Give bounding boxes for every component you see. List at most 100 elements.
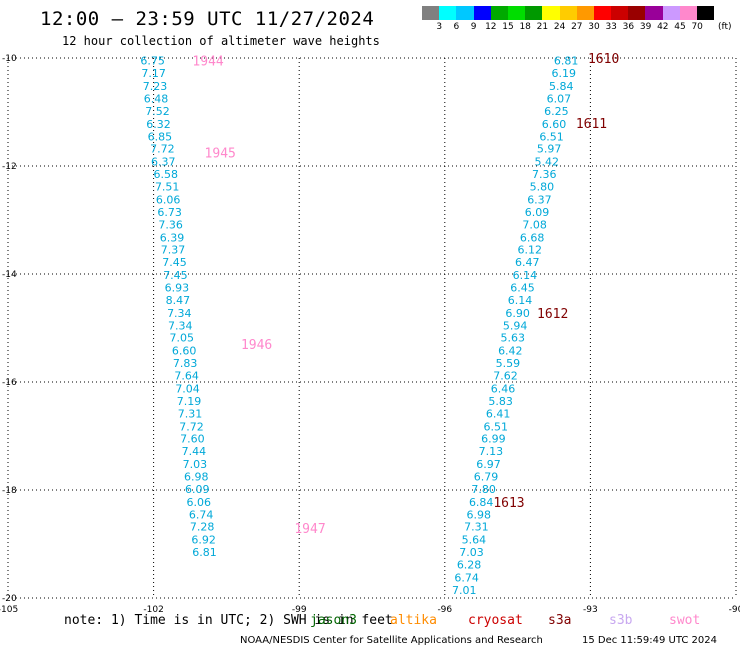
wave-height-value: 5.94 [503, 319, 528, 332]
wave-height-value: 5.80 [530, 181, 555, 194]
wave-height-value: 6.07 [547, 93, 572, 106]
color-swatch [628, 6, 646, 20]
wave-height-value: 7.23 [143, 80, 168, 93]
pass-time-label: 1610 [588, 52, 619, 67]
x-tick-label: -90 [729, 605, 740, 615]
credit-line: NOAA/NESDIS Center for Satellite Applica… [240, 635, 543, 646]
color-scale-tick: 33 [605, 22, 617, 32]
pass-time-label: 1612 [537, 307, 568, 322]
color-swatch [525, 6, 543, 20]
wave-height-value: 6.48 [144, 93, 169, 106]
wave-height-value: 6.37 [527, 193, 552, 206]
wave-height-value: 6.06 [156, 193, 181, 206]
x-tick-label: -102 [143, 605, 163, 615]
x-tick-label: -96 [437, 605, 452, 615]
wave-height-value: 6.74 [454, 571, 479, 584]
satellite-legend-s3b: s3b [609, 613, 633, 628]
color-scale-labels: (ft) 3 6 9 12 15 18 21 24 27 30 33 36 39 42 45 70 [422, 22, 738, 34]
y-tick-label: -18 [2, 486, 17, 496]
color-swatch [662, 6, 680, 20]
footer-note: note: 1) Time is in UTC; 2) SWH is in fe… [64, 613, 393, 628]
wave-height-value: 6.47 [515, 256, 540, 269]
pass-time-label: 1945 [205, 147, 236, 162]
wave-height-value: 6.68 [520, 231, 545, 244]
wave-height-value: 6.93 [165, 282, 190, 295]
y-tick-label: -14 [2, 270, 17, 280]
wave-height-value: 7.17 [141, 67, 166, 80]
pass-time-label: 1944 [192, 55, 223, 70]
wave-height-value: 6.75 [140, 55, 165, 68]
wave-height-value: 5.42 [534, 156, 559, 169]
color-swatch [697, 6, 715, 20]
color-swatch [490, 6, 508, 20]
wave-height-value: 7.45 [163, 269, 188, 282]
color-scale-tick: 12 [485, 22, 497, 32]
color-swatch [645, 6, 663, 20]
wave-height-value: 7.52 [145, 105, 170, 118]
wave-height-value: 7.03 [183, 458, 208, 471]
wave-height-value: 7.08 [522, 218, 547, 231]
wave-height-value: 6.97 [476, 458, 501, 471]
wave-height-value: 5.63 [500, 332, 525, 345]
wave-height-value: 5.64 [462, 534, 487, 547]
color-swatch [611, 6, 629, 20]
color-scale-unit: (ft) [718, 22, 732, 32]
wave-height-value: 6.14 [508, 294, 533, 307]
wave-height-value: 6.90 [505, 307, 530, 320]
wave-height-value: 7.72 [150, 143, 175, 156]
wave-height-value: 6.99 [481, 433, 506, 446]
pass-time-label: 1611 [576, 117, 607, 132]
color-scale-tick: 39 [639, 22, 652, 32]
wave-height-value: 6.46 [491, 382, 516, 395]
wave-height-value: 7.60 [180, 433, 205, 446]
x-tick-label: -105 [0, 605, 18, 615]
wave-height-value: 6.74 [189, 508, 214, 521]
wave-height-value: 7.13 [479, 445, 504, 458]
wave-height-value: 6.84 [469, 496, 494, 509]
wave-height-value: 7.34 [167, 307, 192, 320]
y-tick-label: -10 [2, 54, 17, 64]
color-swatch [456, 6, 474, 20]
wave-height-value: 6.45 [510, 282, 535, 295]
wave-height-value: 6.60 [172, 345, 197, 358]
wave-height-value: 7.31 [178, 407, 203, 420]
color-swatch [542, 6, 560, 20]
wave-height-value: 6.09 [185, 483, 210, 496]
color-swatch [593, 6, 612, 20]
wave-height-value: 6.32 [146, 118, 171, 131]
wave-height-value: 7.36 [532, 168, 557, 181]
wave-height-value: 8.47 [166, 294, 191, 307]
satellite-legend-swot: swot [669, 613, 701, 628]
wave-height-value: 6.28 [457, 559, 482, 572]
color-swatch [422, 6, 440, 20]
wave-height-value: 6.51 [539, 130, 564, 143]
wave-height-value: 6.12 [517, 244, 542, 257]
color-scale-tick: 3 [436, 22, 443, 32]
color-scale-tick: 70 [691, 22, 703, 32]
color-scale-tick: 24 [553, 22, 566, 32]
wave-height-value: 7.19 [177, 395, 202, 408]
color-scale-bar [422, 6, 715, 20]
y-tick-label: -20 [2, 594, 17, 604]
color-swatch [679, 6, 697, 20]
color-swatch [507, 6, 526, 20]
wave-height-value: 6.92 [191, 534, 216, 547]
wave-height-value: 6.39 [160, 231, 185, 244]
color-swatch [559, 6, 577, 20]
y-tick-label: -12 [2, 162, 17, 172]
wave-height-value: 5.59 [496, 357, 521, 370]
wave-height-value: 7.80 [471, 483, 496, 496]
y-tick-label: -16 [2, 378, 17, 388]
color-scale-tick: 45 [674, 22, 686, 32]
wave-height-value: 6.14 [513, 269, 538, 282]
wave-height-value: 6.51 [484, 420, 509, 433]
wave-height-value: 6.42 [498, 345, 523, 358]
color-scale-tick: 6 [453, 22, 460, 32]
wave-height-value: 6.06 [186, 496, 211, 509]
wave-height-value: 6.79 [474, 471, 499, 484]
satellite-legend-s3a: s3a [548, 613, 572, 628]
satellite-legend-cryosat: cryosat [468, 613, 523, 628]
wave-height-value: 7.37 [161, 244, 186, 257]
satellite-legend-jason3: jason3 [310, 613, 357, 628]
